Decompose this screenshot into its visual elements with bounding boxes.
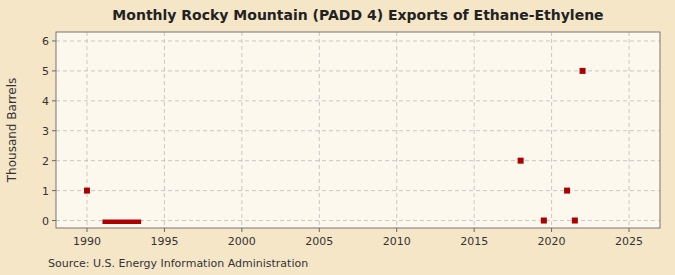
chart: 1990 1995 2000 2005 2010 2015 2020 2025 0 1 2 3 4 5 6 M…	[0, 0, 675, 275]
scatter-point	[541, 218, 547, 224]
y-grid-line	[56, 100, 660, 101]
x-tick-label: 2005	[305, 235, 333, 248]
y-grid-line	[56, 160, 660, 161]
y-grid-line	[56, 130, 660, 131]
y-tick-label: 6	[42, 35, 49, 48]
scatter-point	[84, 188, 90, 194]
background	[0, 0, 675, 275]
plot-frame	[56, 32, 660, 228]
scatter-point	[564, 188, 570, 194]
scatter-point	[580, 68, 586, 74]
y-tick-label: 3	[42, 125, 49, 138]
data	[84, 68, 586, 224]
x-tick	[474, 228, 475, 232]
y-tick-label: 0	[42, 215, 49, 228]
x-tick	[319, 228, 320, 232]
y-tick	[52, 220, 56, 221]
x-tick-label: 2010	[383, 235, 411, 248]
x-tick-label: 2020	[538, 235, 566, 248]
y-grid-line	[56, 40, 660, 41]
x-grid-line	[629, 32, 630, 228]
scatter-point	[572, 218, 578, 224]
x-tick-label: 2015	[460, 235, 488, 248]
x-grid-line	[86, 32, 87, 228]
line-segment	[102, 219, 141, 224]
x-tick	[241, 228, 242, 232]
plot-background	[56, 32, 660, 228]
title: Monthly Rocky Mountain (PADD 4) Exports …	[112, 7, 603, 23]
x-tick-label: 2000	[228, 235, 256, 248]
y-tick	[52, 190, 56, 191]
axes: 1990 1995 2000 2005 2010 2015 2020 2025 0 1 2 3 4 5 6	[42, 32, 660, 248]
x-tick	[164, 228, 165, 232]
y-grid-line	[56, 70, 660, 71]
y-tick	[52, 40, 56, 41]
x-tick-label: 1995	[150, 235, 178, 248]
x-tick	[86, 228, 87, 232]
x-tick-label: 1990	[73, 235, 101, 248]
x-tick	[396, 228, 397, 232]
x-grid-line	[164, 32, 165, 228]
y-tick-label: 1	[42, 185, 49, 198]
x-grid-line	[241, 32, 242, 228]
x-grid-line	[551, 32, 552, 228]
x-tick	[551, 228, 552, 232]
x-grid-line	[319, 32, 320, 228]
y-axis-label: Thousand Barrels	[5, 78, 19, 183]
grid	[56, 32, 660, 228]
source: Source: U.S. Energy Information Administ…	[48, 257, 308, 270]
y-tick-label: 5	[42, 65, 49, 78]
y-tick	[52, 160, 56, 161]
scatter-point	[518, 158, 524, 164]
x-tick-label: 2025	[615, 235, 643, 248]
y-grid-line	[56, 220, 660, 221]
x-tick	[629, 228, 630, 232]
x-grid-line	[396, 32, 397, 228]
y-tick	[52, 130, 56, 131]
y-tick-label: 4	[42, 95, 49, 108]
y-tick-label: 2	[42, 155, 49, 168]
y-tick	[52, 70, 56, 71]
y-tick	[52, 100, 56, 101]
x-grid-line	[474, 32, 475, 228]
